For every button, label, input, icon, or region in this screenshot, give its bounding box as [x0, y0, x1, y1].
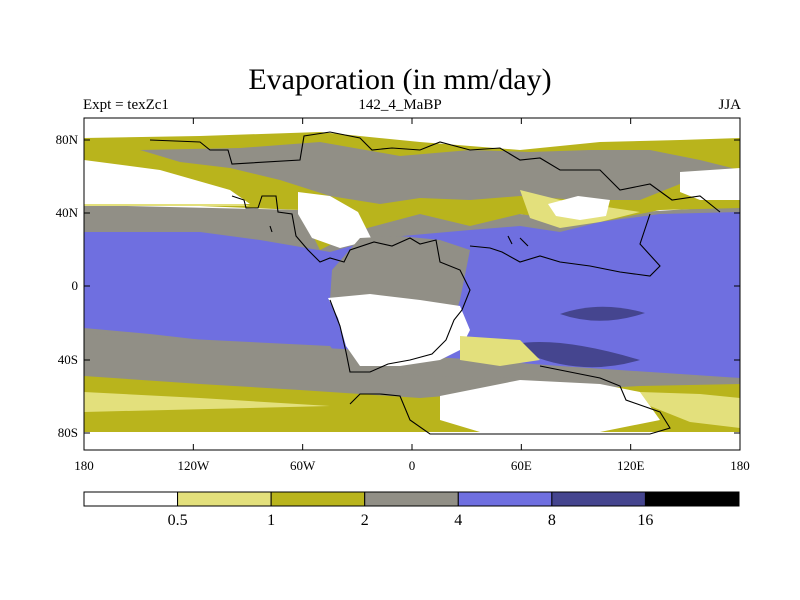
longitude-axis: 180 120W 60W 0 60E 120E 180 [74, 118, 750, 473]
northern-low-region [548, 196, 610, 220]
lon-tick-label: 60W [290, 458, 316, 473]
colorbar-label: 2 [361, 512, 369, 529]
lat-tick-label: 80S [58, 425, 78, 440]
lon-tick-label: 60E [511, 458, 532, 473]
lon-tick-label: 180 [74, 458, 94, 473]
lon-tick-label: 0 [409, 458, 416, 473]
colorbar-swatch [644, 491, 740, 507]
lat-tick-label: 80N [56, 132, 79, 147]
lon-tick-label: 120W [177, 458, 210, 473]
ocean-very-high-core [560, 306, 645, 321]
lon-tick-label: 120E [617, 458, 645, 473]
lat-tick-label: 0 [72, 278, 79, 293]
lat-tick-label: 40N [56, 205, 79, 220]
colorbar-swatch [364, 491, 459, 507]
plot-title: Evaporation (in mm/day) [248, 63, 552, 96]
colorbar-swatch [177, 491, 272, 507]
colorbar-swatch [457, 491, 553, 507]
colorbar: 0.5 1 2 4 8 16 [83, 491, 740, 529]
coastlines [149, 131, 721, 435]
central-land-low-region [328, 294, 470, 366]
experiment-label: Expt = texZc1 [83, 97, 169, 113]
northern-low-region [680, 168, 740, 200]
lon-tick-label: 180 [730, 458, 750, 473]
colorbar-label: 4 [454, 512, 462, 529]
northern-gray-region [140, 142, 740, 204]
colorbar-label: 0.5 [168, 512, 188, 529]
colorbar-swatch [551, 491, 646, 507]
southern-light-region [84, 392, 740, 428]
lat-tick-label: 40S [58, 352, 78, 367]
central-land-light-region [460, 336, 540, 366]
ocean-very-high-core [515, 342, 640, 368]
latitude-axis: 80N 40N 0 40S 80S [56, 132, 740, 440]
colorbar-swatch [270, 491, 366, 507]
southern-low-region [84, 380, 740, 450]
colorbar-label: 8 [548, 512, 556, 529]
age-label: 142_4_MaBP [358, 97, 442, 113]
field-layers [84, 118, 740, 450]
colorbar-label: 1 [267, 512, 275, 529]
colorbar-swatch [83, 491, 179, 507]
colorbar-label: 16 [637, 512, 653, 529]
northern-low-region [84, 160, 250, 204]
northern-low-region [298, 192, 372, 248]
season-label: JJA [718, 97, 741, 113]
